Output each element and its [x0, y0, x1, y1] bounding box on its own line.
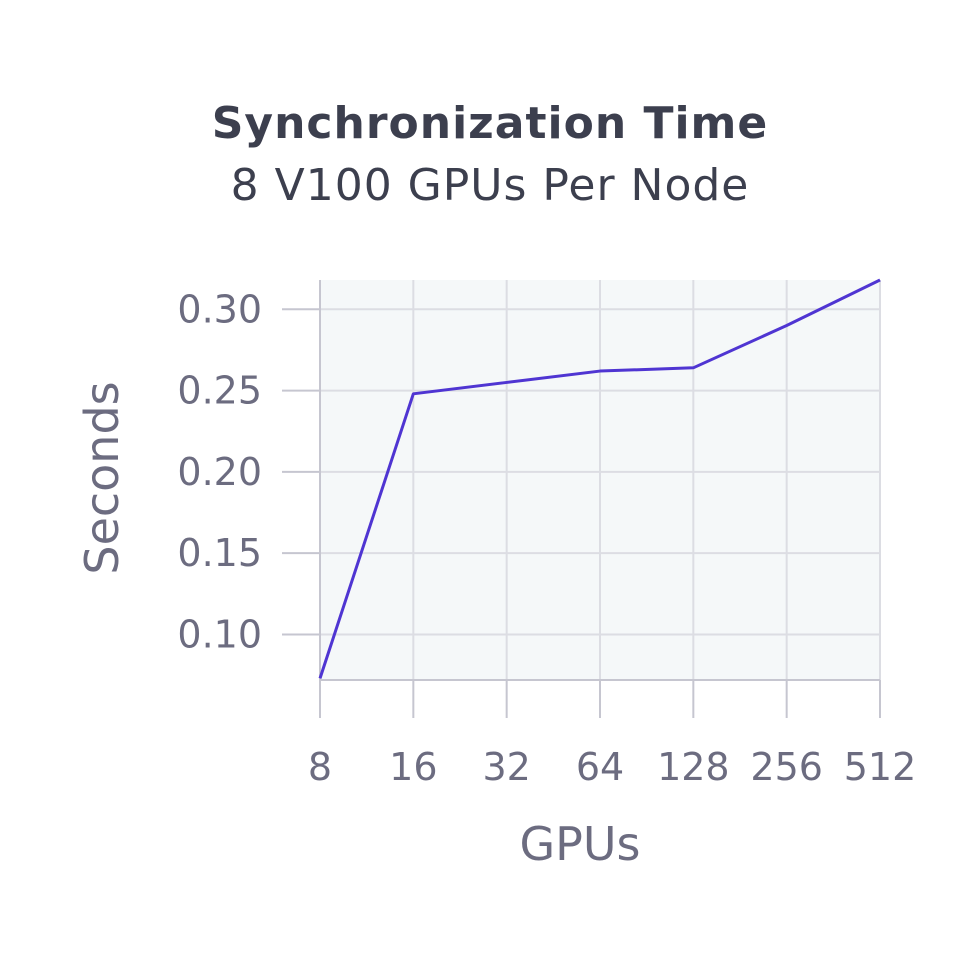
- tick-labels: 8 16 32 64 128 256 512 0.10 0.15 0.20 0.25 0.30: [177, 287, 916, 789]
- x-tick-label: 128: [657, 745, 730, 789]
- x-tick-label: 64: [576, 745, 624, 789]
- y-tick-label: 0.15: [177, 531, 262, 575]
- grid: [319, 280, 881, 680]
- series-line: [318, 278, 881, 679]
- chart-subtitle: 8 V100 GPUs Per Node: [231, 160, 750, 211]
- x-tick-label: 32: [482, 745, 530, 789]
- x-tick-label: 16: [389, 745, 437, 789]
- y-tick-label: 0.10: [177, 612, 262, 656]
- y-tick-label: 0.25: [177, 369, 262, 413]
- x-axis-label: GPUs: [519, 817, 640, 871]
- series-layer: [318, 278, 881, 679]
- axes: [282, 280, 881, 718]
- chart-title: Synchronization Time: [212, 98, 769, 149]
- y-axis-label: Seconds: [75, 381, 129, 574]
- x-tick-label: 512: [844, 745, 917, 789]
- y-tick-label: 0.20: [177, 450, 262, 494]
- x-tick-label: 256: [750, 745, 823, 789]
- y-tick-label: 0.30: [177, 287, 262, 331]
- x-tick-label: 8: [308, 745, 332, 789]
